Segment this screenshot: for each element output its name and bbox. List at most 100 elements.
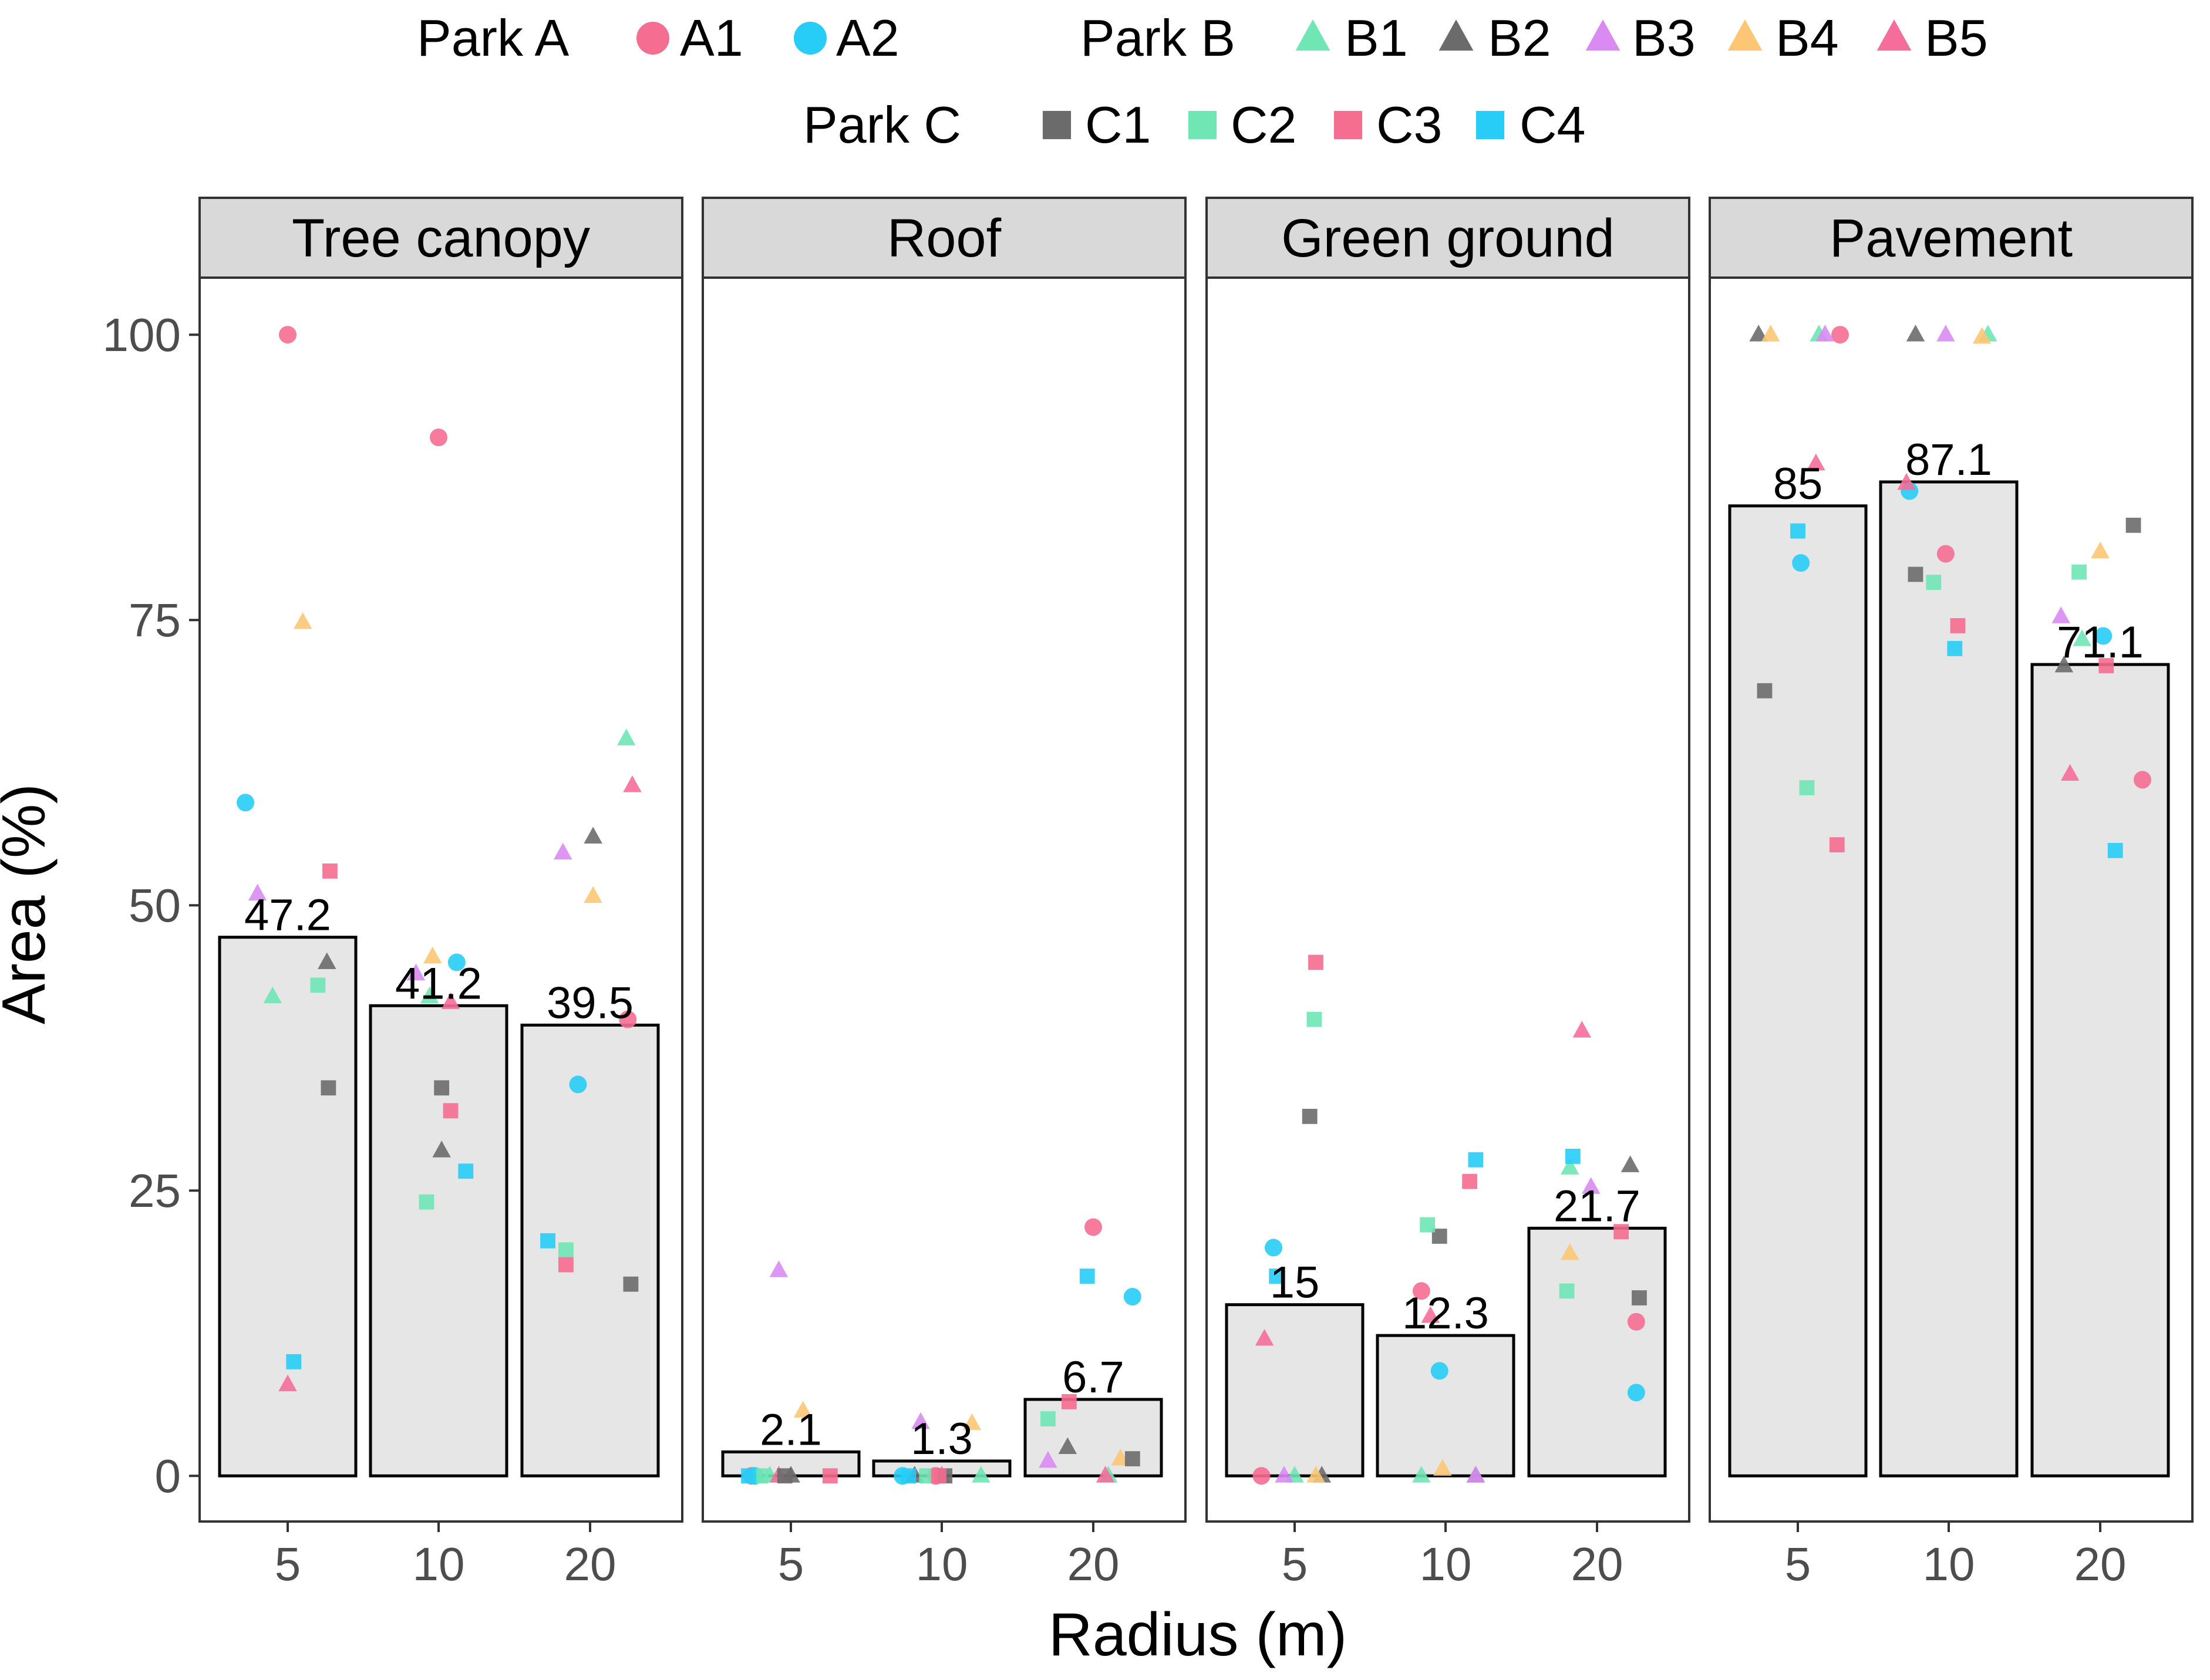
data-point-b2 bbox=[432, 1141, 451, 1158]
data-point-b5 bbox=[278, 1374, 297, 1392]
data-point-c1 bbox=[1124, 1451, 1140, 1466]
data-point-b4 bbox=[793, 1401, 813, 1418]
data-point-b5 bbox=[1096, 1466, 1115, 1483]
data-point-b1 bbox=[1412, 1466, 1431, 1483]
data-point-c4 bbox=[458, 1163, 474, 1179]
panel-roof: Roof 2.1 1.3 6.7 5 10 20 bbox=[702, 197, 1187, 1590]
bar bbox=[1225, 1303, 1365, 1477]
x-tick-label: 10 bbox=[916, 1538, 968, 1590]
data-point-c1 bbox=[1908, 566, 1923, 582]
facet-strip-title: Roof bbox=[887, 208, 1002, 268]
panel-pavement: Pavement 85 87.1 71.1 5 10 20 bbox=[1709, 197, 2194, 1590]
legend-key-b1 bbox=[1295, 19, 1330, 51]
data-point-c4 bbox=[741, 1468, 756, 1484]
data-point-c4 bbox=[540, 1233, 555, 1249]
data-point-b5 bbox=[1897, 473, 1916, 490]
facet-strip bbox=[702, 197, 1187, 279]
data-point-a1 bbox=[1936, 545, 1955, 563]
bar bbox=[218, 936, 358, 1477]
x-tick-label: 10 bbox=[1923, 1538, 1975, 1590]
facet-strip bbox=[198, 197, 683, 279]
data-point-c2 bbox=[1420, 1217, 1436, 1233]
data-point-a1 bbox=[1627, 1313, 1645, 1331]
data-point-c4 bbox=[1565, 1149, 1581, 1164]
y-tick-label: 50 bbox=[129, 879, 181, 932]
legend-group-title: Park B bbox=[1080, 9, 1235, 67]
y-tick-label: 25 bbox=[129, 1165, 181, 1217]
data-point-b1 bbox=[263, 986, 282, 1004]
legend-key-c1 bbox=[1042, 110, 1072, 140]
facet-panels: Tree canopy 47.2 41.2 39.5 5 10 20 Roof 2.1 1.3 6.… bbox=[198, 197, 2194, 1590]
bar bbox=[1728, 504, 1868, 1477]
data-point-b5 bbox=[1807, 453, 1825, 471]
data-point-b3 bbox=[1815, 325, 1835, 342]
data-point-b5 bbox=[1255, 1328, 1274, 1346]
data-point-b2 bbox=[1906, 325, 1925, 342]
data-point-c3 bbox=[1308, 954, 1323, 970]
y-axis-title: Area (%) bbox=[0, 784, 58, 1024]
legend-key-b5 bbox=[1877, 19, 1912, 51]
data-point-a2 bbox=[1265, 1239, 1283, 1257]
x-tick-label: 20 bbox=[2074, 1538, 2127, 1590]
facet-strip-title: Pavement bbox=[1830, 208, 2073, 268]
data-point-b2 bbox=[584, 826, 602, 844]
data-point-b1 bbox=[972, 1466, 991, 1483]
data-point-b5 bbox=[1421, 1305, 1440, 1323]
data-point-b4 bbox=[1560, 1243, 1579, 1260]
data-point-c3 bbox=[1462, 1173, 1478, 1189]
data-point-c1 bbox=[777, 1468, 793, 1484]
data-point-b1 bbox=[2073, 629, 2091, 646]
data-point-c4 bbox=[2107, 843, 2123, 858]
bar bbox=[369, 1004, 508, 1477]
data-point-a1 bbox=[1831, 326, 1849, 344]
legend-label-c1: C1 bbox=[1085, 96, 1151, 154]
panel-green-ground: Green ground 15 12.3 21.7 5 10 20 bbox=[1205, 197, 1690, 1590]
data-point-b3 bbox=[1936, 325, 1955, 342]
data-point-c4 bbox=[901, 1468, 917, 1484]
facet-strip-title: Green ground bbox=[1281, 208, 1615, 268]
data-point-b3 bbox=[911, 1412, 930, 1429]
data-point-b3 bbox=[769, 1260, 789, 1277]
data-point-c1 bbox=[623, 1276, 639, 1292]
data-point-b2 bbox=[1749, 325, 1768, 342]
facet-strip bbox=[1709, 197, 2194, 279]
data-point-a1 bbox=[2133, 771, 2151, 789]
data-point-c1 bbox=[1302, 1108, 1318, 1124]
data-point-a2 bbox=[569, 1075, 587, 1094]
data-point-b4 bbox=[1972, 326, 1992, 344]
data-point-c4 bbox=[1790, 523, 1805, 539]
data-point-c3 bbox=[2098, 658, 2114, 673]
data-point-b1 bbox=[1560, 1158, 1579, 1175]
data-point-c2 bbox=[558, 1242, 574, 1258]
legend-group-park-a: Park A A1 A2 bbox=[417, 9, 900, 67]
data-point-c4 bbox=[1079, 1269, 1095, 1284]
legend-group-park-c: Park C C1 C2 C3 C4 bbox=[803, 96, 1586, 154]
data-point-a2 bbox=[237, 794, 255, 812]
bar bbox=[1527, 1226, 1667, 1477]
legend-label-b2: B2 bbox=[1488, 9, 1551, 67]
data-point-b5 bbox=[441, 992, 460, 1009]
data-point-c3 bbox=[322, 863, 338, 879]
data-point-c1 bbox=[1757, 683, 1773, 699]
y-axis: 0 25 50 75 100 bbox=[103, 309, 200, 1502]
y-tick-label: 75 bbox=[129, 594, 181, 646]
data-point-b4 bbox=[962, 1413, 982, 1431]
data-point-c3 bbox=[558, 1257, 574, 1273]
panel-tree-canopy: Tree canopy 47.2 41.2 39.5 5 10 20 bbox=[198, 197, 683, 1590]
legend-label-c2: C2 bbox=[1231, 96, 1297, 154]
data-point-c2 bbox=[1799, 780, 1815, 795]
data-point-b5 bbox=[2060, 764, 2080, 781]
data-point-c2 bbox=[1926, 575, 1942, 590]
legend-label-a1: A1 bbox=[680, 9, 743, 67]
bar-value-label: 39.5 bbox=[547, 978, 634, 1028]
data-point-b4 bbox=[2091, 541, 2110, 558]
bar-value-label: 47.2 bbox=[244, 890, 331, 940]
legend-group-title: Park C bbox=[803, 96, 961, 154]
data-point-b3 bbox=[1039, 1450, 1057, 1468]
x-tick-label: 5 bbox=[1282, 1538, 1308, 1590]
legend: Park A A1 A2 Park B B1 B2 B3 B4 B5 Park C C1 C2 C3 C4 bbox=[417, 9, 1988, 154]
legend-label-b1: B1 bbox=[1345, 9, 1408, 67]
data-point-c2 bbox=[310, 977, 326, 993]
data-point-b3 bbox=[1581, 1177, 1601, 1194]
data-point-b1 bbox=[616, 728, 636, 745]
